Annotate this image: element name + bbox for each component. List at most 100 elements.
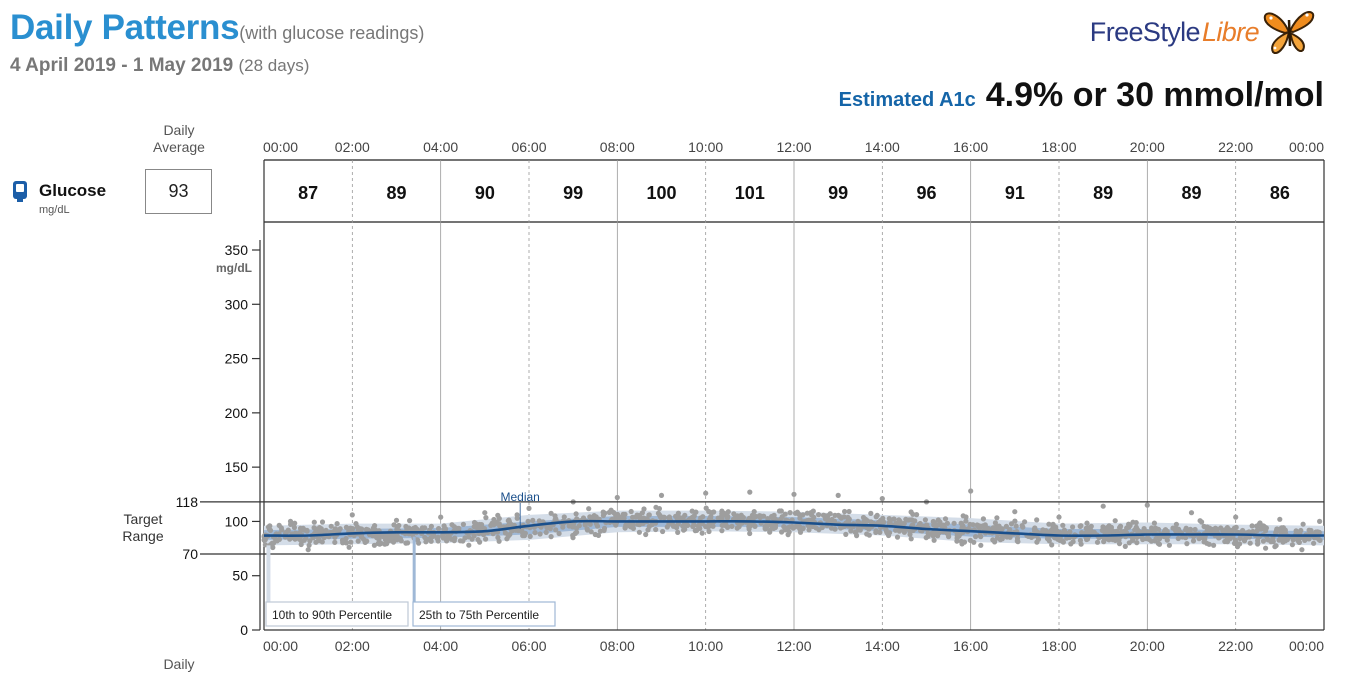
reading-point: [508, 522, 514, 528]
reading-point: [751, 522, 757, 529]
x-tick-label-top: 12:00: [776, 139, 811, 155]
reading-point: [706, 528, 712, 535]
reading-point: [661, 515, 668, 521]
reading-point: [747, 530, 753, 537]
reading-point: [656, 506, 663, 512]
reading-point: [1256, 521, 1262, 527]
reading-point: [313, 539, 319, 545]
daily-average-value: 93: [145, 169, 212, 214]
reading-point: [658, 492, 665, 498]
reading-point: [628, 508, 634, 515]
reading-point: [374, 535, 380, 541]
reading-point: [1173, 525, 1179, 532]
reading-point: [372, 523, 378, 529]
reading-point: [636, 529, 643, 535]
reading-point: [407, 518, 413, 524]
reading-point: [1014, 538, 1020, 544]
reading-point: [1122, 543, 1128, 550]
reading-point: [703, 523, 709, 530]
reading-point: [857, 527, 863, 533]
reading-point: [831, 518, 838, 524]
reading-point: [1272, 544, 1278, 550]
reading-point: [1141, 528, 1147, 534]
reading-point: [354, 524, 360, 530]
reading-point: [1268, 539, 1274, 545]
reading-point: [937, 519, 943, 525]
reading-point: [448, 536, 454, 542]
reading-point: [336, 528, 342, 534]
median-annotation-label: Median: [500, 490, 539, 504]
reading-point: [1130, 535, 1136, 541]
reading-point: [846, 508, 852, 515]
reading-point: [787, 509, 793, 516]
reading-point: [525, 518, 531, 525]
reading-point: [537, 531, 543, 537]
reading-point: [973, 534, 979, 540]
reading-point: [266, 526, 272, 532]
reading-point: [1192, 526, 1198, 533]
reading-point: [1100, 503, 1106, 509]
daily-average-label-line1: Daily: [163, 122, 195, 138]
target-low-label: 70: [182, 546, 198, 562]
reading-point: [287, 518, 294, 525]
reading-point: [614, 494, 620, 501]
reading-point: [736, 513, 742, 520]
reading-point: [907, 528, 913, 534]
y-tick-label: 250: [225, 351, 249, 367]
reading-point: [1049, 542, 1055, 548]
reading-point: [855, 518, 861, 525]
reading-point: [819, 524, 825, 531]
reading-point: [556, 530, 562, 537]
reading-point: [806, 527, 812, 533]
reading-point: [843, 531, 849, 538]
reading-point: [332, 539, 338, 546]
reading-point: [1013, 523, 1019, 529]
x-tick-label-top: 02:00: [335, 139, 370, 155]
reading-point: [1108, 527, 1114, 533]
reading-point: [1250, 528, 1256, 535]
reading-point: [925, 530, 931, 537]
reading-point: [791, 491, 797, 497]
reading-point: [306, 542, 312, 548]
reading-point: [1134, 540, 1140, 546]
x-tick-label-top: 22:00: [1218, 139, 1253, 155]
reading-point: [646, 512, 652, 518]
glucose-sensor-icon: [13, 181, 27, 202]
y-tick-label: 300: [225, 296, 249, 312]
reading-point: [719, 528, 725, 534]
reading-point: [1197, 518, 1203, 524]
two-hour-average-value: 101: [735, 183, 765, 203]
reading-point: [1032, 528, 1038, 534]
reading-point: [901, 529, 908, 535]
reading-point: [1232, 537, 1238, 543]
reading-point: [495, 534, 501, 541]
two-hour-average-value: 99: [563, 183, 583, 203]
reading-point: [474, 523, 480, 529]
reading-point: [1258, 526, 1264, 532]
reading-point: [262, 537, 268, 543]
reading-point: [891, 516, 897, 522]
legend-label-10-90: 10th to 90th Percentile: [272, 608, 392, 622]
x-tick-label-top: 16:00: [953, 139, 988, 155]
reading-point: [1241, 538, 1248, 544]
reading-point: [553, 527, 559, 533]
reading-point: [1316, 536, 1322, 543]
reading-point: [363, 526, 369, 533]
median-series-line: [263, 519, 1325, 538]
target-high-label: 118: [176, 494, 199, 510]
reading-point: [483, 515, 489, 521]
reading-point: [1317, 518, 1323, 525]
y-tick-label: 350: [225, 242, 249, 258]
reading-point: [593, 514, 599, 520]
reading-point: [933, 529, 939, 535]
reading-point: [776, 508, 783, 514]
date-range: 4 April 2019 - 1 May 2019 (28 days): [10, 55, 309, 77]
reading-point: [990, 525, 996, 531]
reading-point: [1233, 514, 1239, 520]
reading-point: [313, 526, 319, 532]
reading-point: [364, 538, 370, 544]
reading-point: [435, 538, 441, 544]
x-tick-label-bottom: 20:00: [1130, 638, 1165, 654]
reading-point: [1056, 514, 1062, 520]
reading-point: [1224, 535, 1230, 541]
